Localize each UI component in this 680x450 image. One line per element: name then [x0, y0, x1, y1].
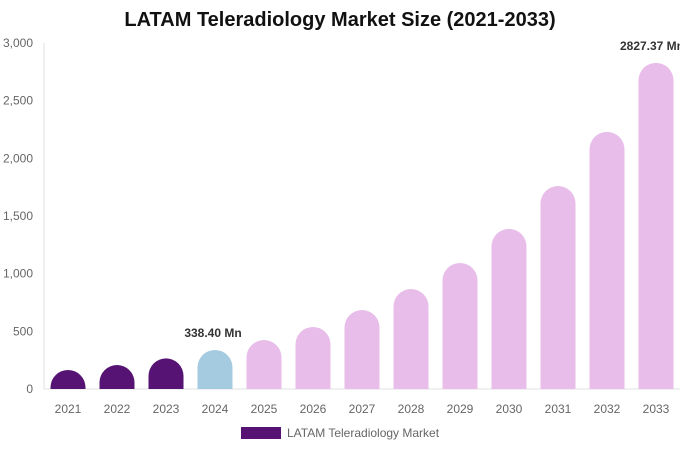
data-label: 2827.37 Mn	[620, 39, 680, 53]
bar-2022	[99, 365, 135, 389]
x-tick-label: 2030	[496, 402, 523, 416]
bar-2028	[393, 289, 429, 389]
y-tick-label: 3,000	[3, 36, 33, 50]
y-tick-label: 2,000	[3, 151, 33, 165]
bar-2024	[197, 349, 233, 389]
x-tick-label: 2033	[643, 402, 670, 416]
bar-2033	[638, 62, 674, 389]
legend-swatch	[241, 427, 281, 439]
bar-2032	[589, 131, 625, 389]
y-tick-label: 1,000	[3, 267, 33, 281]
bar-2023	[148, 358, 184, 389]
x-tick-label: 2032	[594, 402, 621, 416]
x-tick-label: 2031	[545, 402, 572, 416]
y-tick-label: 1,500	[3, 209, 33, 223]
bar-2030	[491, 228, 527, 389]
x-tick-label: 2023	[153, 402, 180, 416]
data-label: 338.40 Mn	[184, 326, 241, 340]
x-tick-label: 2021	[55, 402, 82, 416]
bar-2031	[540, 186, 576, 389]
x-tick-label: 2022	[104, 402, 131, 416]
x-tick-label: 2026	[300, 402, 327, 416]
bar-2029	[442, 262, 478, 389]
x-tick-label: 2024	[202, 402, 229, 416]
x-tick-label: 2025	[251, 402, 278, 416]
bar-2021	[50, 369, 86, 389]
legend[interactable]: LATAM Teleradiology Market	[241, 426, 439, 440]
y-tick-label: 0	[26, 382, 33, 396]
y-tick-label: 2,500	[3, 94, 33, 108]
x-tick-label: 2029	[447, 402, 474, 416]
bar-2027	[344, 309, 380, 389]
chart-title: LATAM Teleradiology Market Size (2021-20…	[124, 9, 556, 31]
bar-2026	[295, 326, 331, 389]
bar-2025	[246, 339, 282, 389]
x-tick-label: 2028	[398, 402, 425, 416]
x-tick-label: 2027	[349, 402, 376, 416]
y-tick-label: 500	[13, 324, 33, 338]
legend-label: LATAM Teleradiology Market	[287, 426, 440, 440]
